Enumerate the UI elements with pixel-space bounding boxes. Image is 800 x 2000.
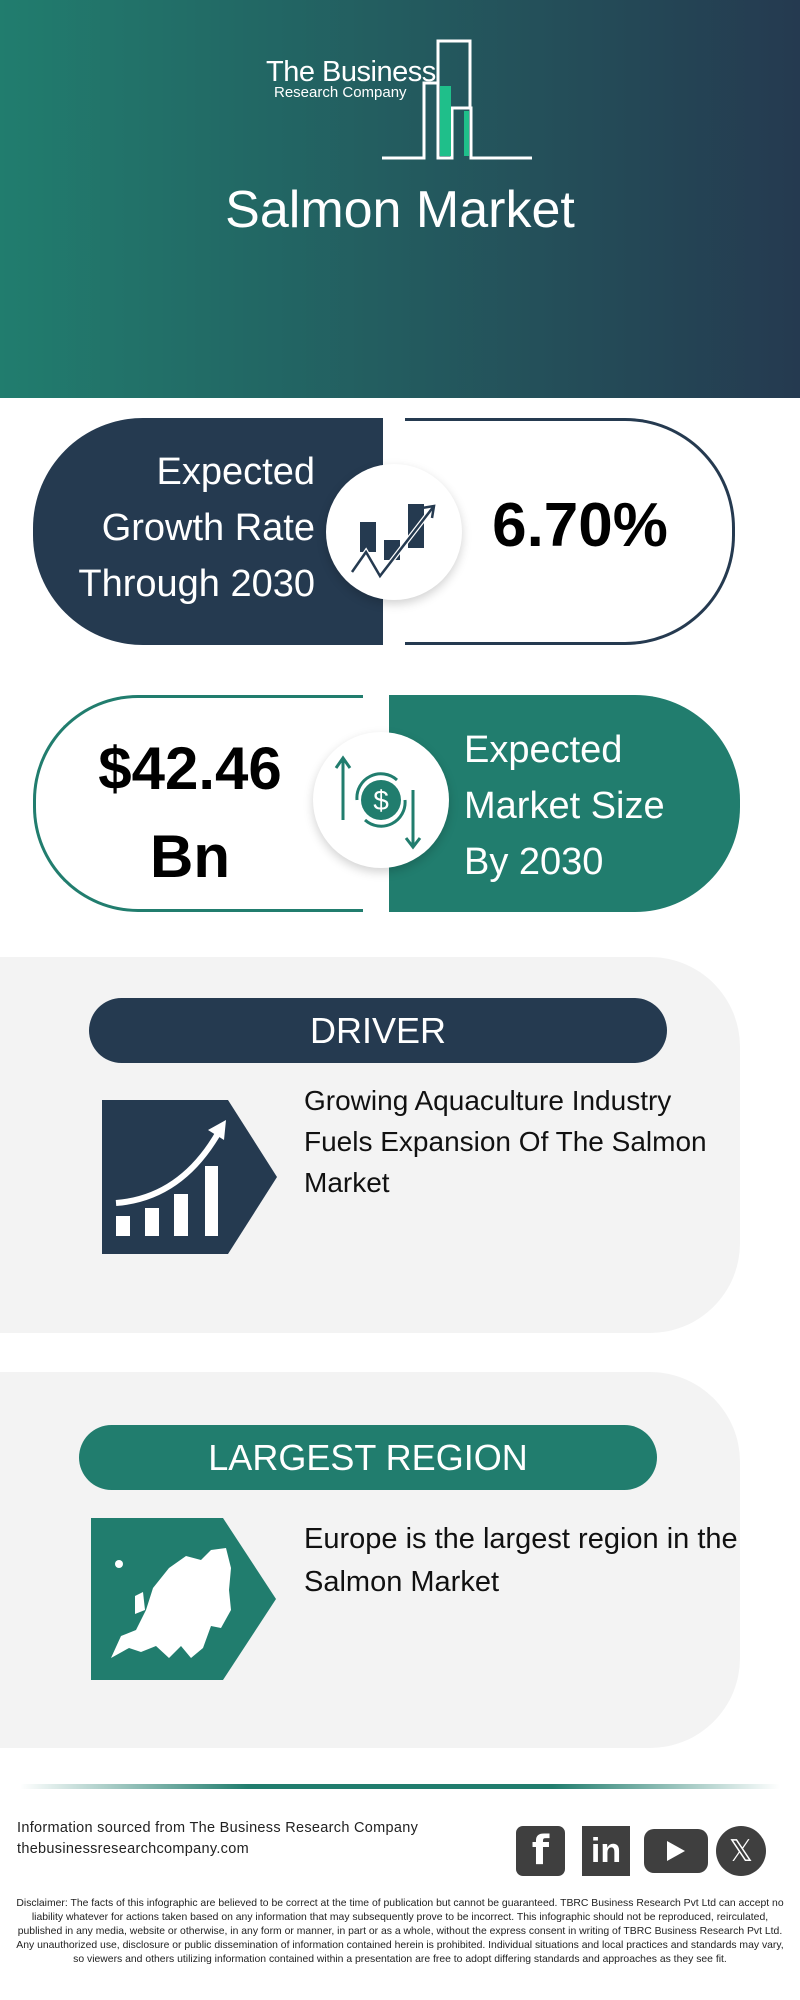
market-label-line: Expected (464, 729, 623, 771)
play-icon (667, 1841, 685, 1861)
svg-text:$: $ (373, 785, 389, 816)
x-icon[interactable]: 𝕏 (716, 1826, 766, 1876)
growth-label-line: Expected (156, 451, 315, 493)
growth-label-line: Through 2030 (78, 563, 315, 605)
growth-icon-circle (326, 464, 462, 600)
market-label-line: Market Size (464, 785, 665, 827)
driver-heading: DRIVER (89, 998, 667, 1063)
source-text: Information sourced from The Business Re… (17, 1820, 419, 1836)
dollar-cycle-icon: $ (334, 755, 422, 850)
market-value-unit: Bn (150, 823, 230, 890)
market-label: Expected Market Size By 2030 (464, 722, 724, 890)
region-text: Europe is the largest region in the Salm… (304, 1523, 738, 1598)
growth-label-line: Growth Rate (101, 507, 315, 549)
driver-text: Growing Aquaculture Industry Fuels Expan… (304, 1085, 707, 1198)
market-icon-circle: $ (313, 732, 449, 868)
market-value-panel (33, 695, 363, 912)
growth-label-panel (33, 418, 383, 645)
linkedin-icon[interactable]: in (582, 1826, 630, 1876)
market-value-amount: $42.46 (98, 735, 282, 802)
page-title: Salmon Market (225, 181, 575, 239)
youtube-icon[interactable] (644, 1829, 708, 1873)
header-banner: The Business Research Company Salmon Mar… (0, 0, 800, 398)
logo-subtext: Research Company (274, 84, 407, 101)
website-link[interactable]: thebusinessresearchcompany.com (17, 1841, 249, 1857)
growth-value-panel (405, 418, 735, 645)
facebook-icon[interactable]: f (516, 1826, 565, 1876)
rising-bar-chart-icon (102, 1100, 277, 1254)
growth-chart-icon (349, 504, 436, 580)
growth-label: Expected Growth Rate Through 2030 (40, 444, 315, 612)
logo-text: The Business (266, 56, 436, 88)
market-value: $42.46 Bn (60, 725, 320, 901)
europe-map-icon (91, 1518, 276, 1680)
logo-buildings-icon (382, 39, 532, 160)
region-heading: LARGEST REGION (79, 1425, 657, 1490)
growth-value: 6.70% (492, 491, 668, 560)
footer-divider (20, 1784, 780, 1789)
disclaimer-text: Disclaimer: The facts of this infographi… (16, 1898, 784, 1965)
market-label-line: By 2030 (464, 841, 604, 883)
